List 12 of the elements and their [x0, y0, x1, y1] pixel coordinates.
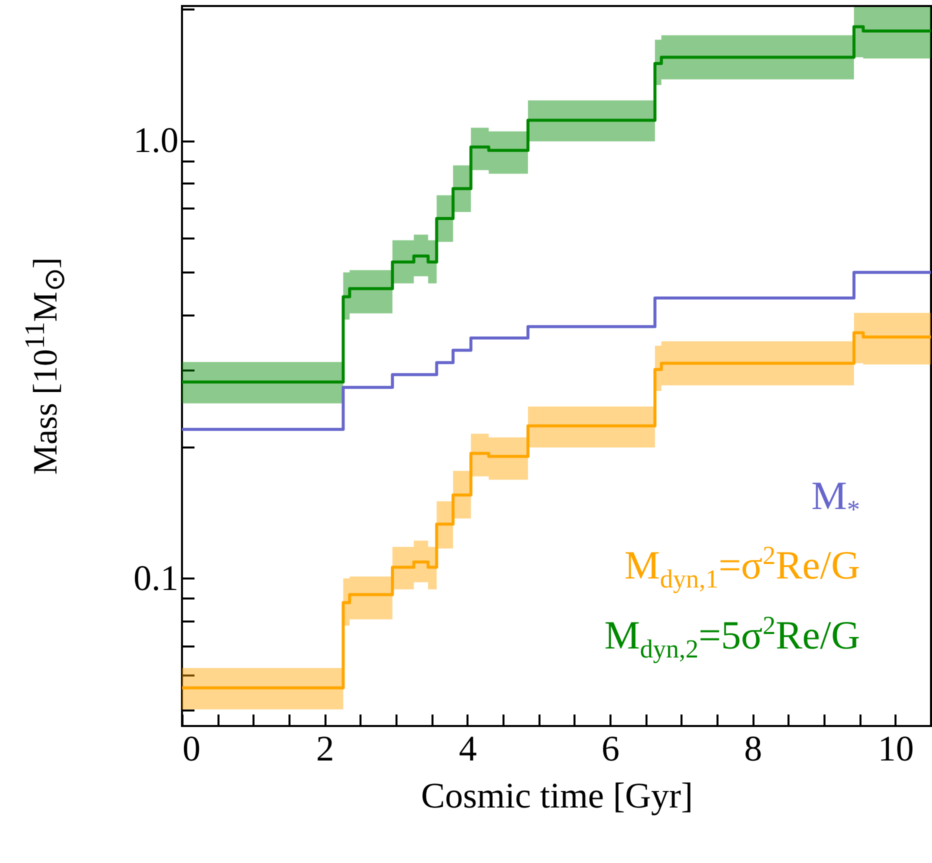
x-tick-label: 6 — [602, 728, 620, 768]
text: M$_{*}$ — [810, 473, 860, 526]
x-tick-label: 2 — [316, 728, 334, 768]
text: M$_{dyn,1}$=σ$^{2}$Re/G — [623, 540, 860, 596]
y-tick-label: 1.0 — [134, 120, 178, 160]
text: M$_{dyn,2}$=5σ$^{2}$Re/G — [604, 610, 860, 666]
x-tick-label: 8 — [744, 728, 762, 768]
x-tick-label: 10 — [878, 728, 914, 768]
x-tick-label: 4 — [458, 728, 477, 768]
x-axis-title: Cosmic time [Gyr] — [421, 776, 693, 816]
x-tick-label: 0 — [182, 728, 200, 768]
y-tick-label: 0.1 — [134, 558, 178, 598]
